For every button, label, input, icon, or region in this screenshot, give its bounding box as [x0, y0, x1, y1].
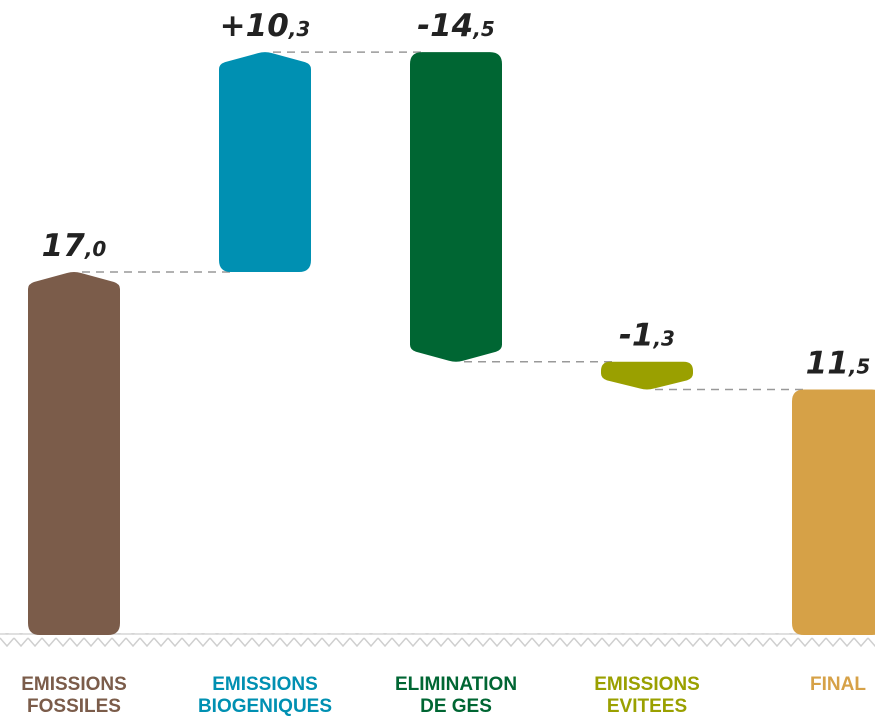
value-label: 17,0 [42, 228, 107, 264]
value-label: -1,3 [619, 318, 675, 354]
bar [28, 272, 120, 635]
value-label: -14,5 [417, 8, 495, 44]
bar [601, 361, 693, 390]
value-label: +10,3 [220, 8, 311, 44]
bar [792, 389, 875, 635]
bar [410, 52, 502, 362]
category-label: EMISSIONS BIOGENIQUES [198, 674, 332, 717]
category-label: EMISSIONS FOSSILES [21, 674, 127, 717]
category-label: EMISSIONS EVITEES [594, 674, 700, 717]
category-label: ELIMINATION DE GES [395, 674, 517, 717]
value-label: 11,5 [806, 345, 871, 381]
ground [0, 633, 875, 647]
bar [219, 52, 311, 273]
category-label: FINAL [810, 674, 866, 695]
